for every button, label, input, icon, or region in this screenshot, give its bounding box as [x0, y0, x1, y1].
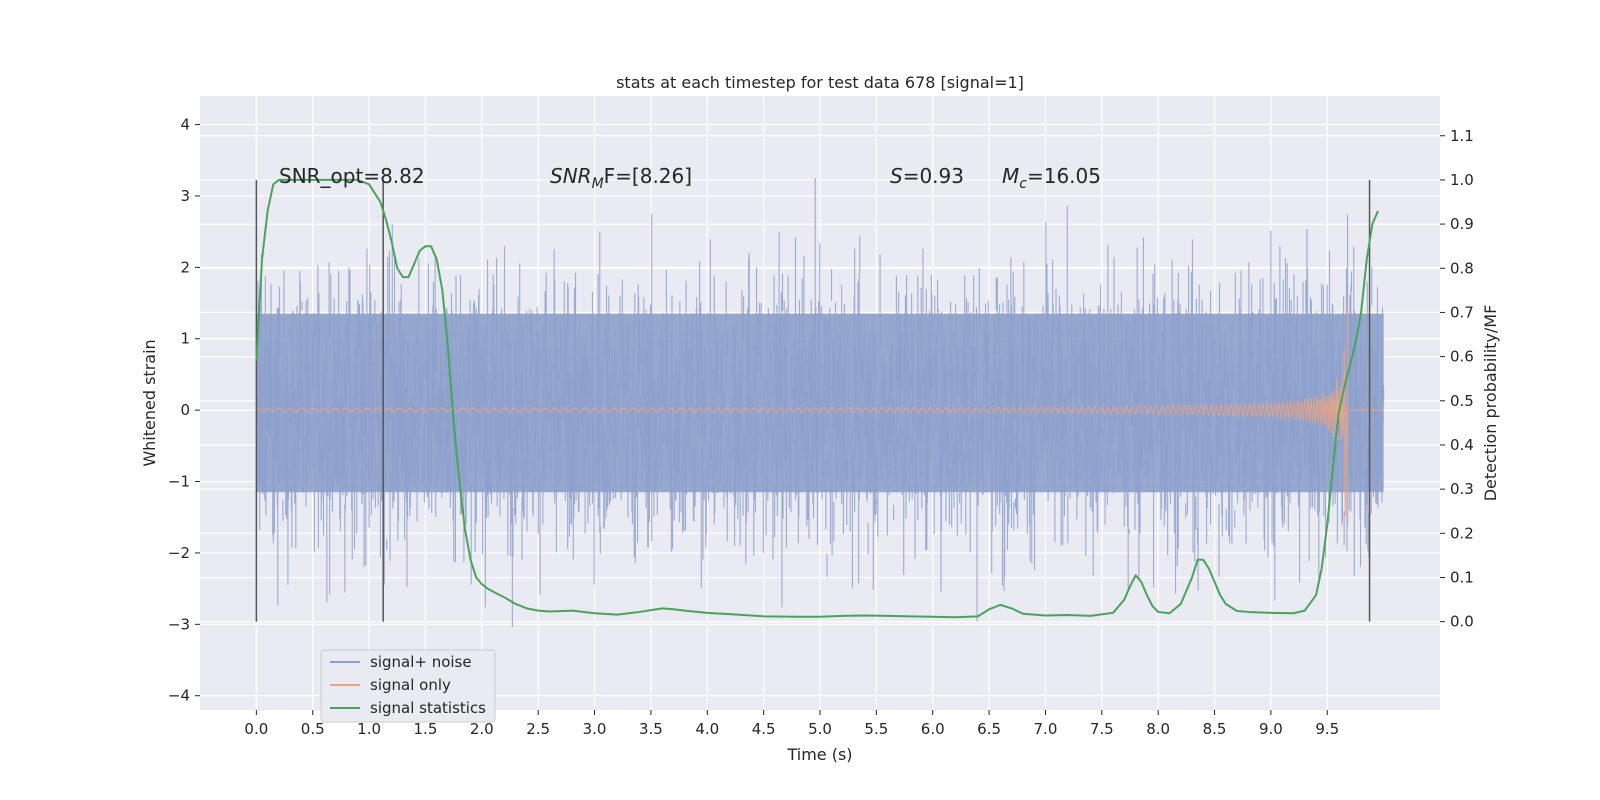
y-axis-right-label: Detection probability/MF	[1481, 305, 1500, 502]
x-tick-label: 9.0	[1259, 720, 1283, 738]
y-left-tick-label: 2	[180, 258, 190, 276]
x-tick-label: 6.5	[977, 720, 1001, 738]
x-tick-label: 4.5	[752, 720, 776, 738]
x-tick-label: 0.0	[244, 720, 268, 738]
annotation-snr-mf: SNRMF=[8.26]	[550, 164, 692, 192]
x-tick-label: 2.5	[526, 720, 550, 738]
signal-noise-core	[256, 313, 1384, 493]
x-tick-label: 9.5	[1315, 720, 1339, 738]
y-axis-right-ticks: 1.1 1.0 0.9 0.8 0.7 0.6 0.5 0.4 0.3 0.2 0.1 0.0	[1440, 127, 1474, 631]
x-tick-label: 3.0	[583, 720, 607, 738]
y-right-tick-label: 0.0	[1450, 613, 1474, 631]
x-tick-label: 2.0	[470, 720, 494, 738]
x-tick-label: 1.5	[414, 720, 438, 738]
x-tick-label: 8.5	[1203, 720, 1227, 738]
signal-only-series	[256, 299, 1384, 526]
y-left-tick-label: −4	[168, 687, 190, 705]
signal-statistics-line	[255, 178, 1379, 619]
y-right-tick-label: 1.1	[1450, 127, 1474, 145]
x-tick-label: 8.0	[1146, 720, 1170, 738]
y-right-tick-label: 1.0	[1450, 171, 1474, 189]
signal-statistics-series	[255, 178, 1379, 619]
y-left-tick-label: 0	[180, 401, 190, 419]
y-left-tick-label: −1	[168, 473, 190, 491]
y-right-tick-label: 0.2	[1450, 524, 1474, 542]
chart-title: stats at each timestep for test data 678…	[616, 73, 1024, 92]
x-axis-ticks: 0.0 0.5 1.0 1.5 2.0 2.5 3.0 3.5 4.0 4.5 5.0 5.5 6.0 6…	[244, 710, 1339, 738]
legend-label-signal-noise: signal+ noise	[370, 653, 472, 671]
signal-only-trace	[256, 299, 1384, 526]
y-left-tick-label: 4	[180, 116, 190, 134]
y-right-tick-label: 0.4	[1450, 436, 1474, 454]
x-axis-label: Time (s)	[786, 745, 852, 764]
y-left-tick-label: 3	[180, 187, 190, 205]
legend-label-signal-only: signal only	[370, 676, 451, 694]
legend: signal+ noise signal only signal statist…	[320, 649, 496, 723]
legend-label-signal-statistics: signal statistics	[370, 699, 486, 717]
x-tick-label: 3.5	[639, 720, 663, 738]
x-tick-label: 0.5	[301, 720, 325, 738]
legend-box	[320, 649, 496, 723]
y-right-tick-label: 0.7	[1450, 303, 1474, 321]
y-right-tick-label: 0.9	[1450, 215, 1474, 233]
annotation-mc: Mc=16.05	[1002, 164, 1101, 192]
y-right-tick-label: 0.8	[1450, 259, 1474, 277]
annotation-s: S=0.93	[890, 164, 964, 188]
signal-noise-series	[255, 178, 1385, 627]
x-tick-label: 1.0	[357, 720, 381, 738]
x-tick-label: 7.5	[1090, 720, 1114, 738]
x-tick-label: 5.0	[808, 720, 832, 738]
y-axis-left-ticks: 4 3 2 1 0 −1 −2 −3 −4	[168, 116, 200, 705]
y-right-tick-label: 0.1	[1450, 568, 1474, 586]
x-tick-label: 5.5	[864, 720, 888, 738]
y-axis-left-label: Whitened strain	[140, 339, 159, 466]
y-right-tick-label: 0.3	[1450, 480, 1474, 498]
y-left-tick-label: 1	[180, 330, 190, 348]
x-tick-label: 6.0	[921, 720, 945, 738]
x-tick-label: 4.0	[695, 720, 719, 738]
x-tick-label: 7.0	[1034, 720, 1058, 738]
vertical-markers	[255, 179, 1371, 622]
y-right-tick-label: 0.6	[1450, 348, 1474, 366]
y-left-tick-label: −2	[168, 544, 190, 562]
annotation-snr-opt: SNR_opt=8.82	[279, 164, 425, 188]
y-right-tick-label: 0.5	[1450, 392, 1474, 410]
y-left-tick-label: −3	[168, 615, 190, 633]
